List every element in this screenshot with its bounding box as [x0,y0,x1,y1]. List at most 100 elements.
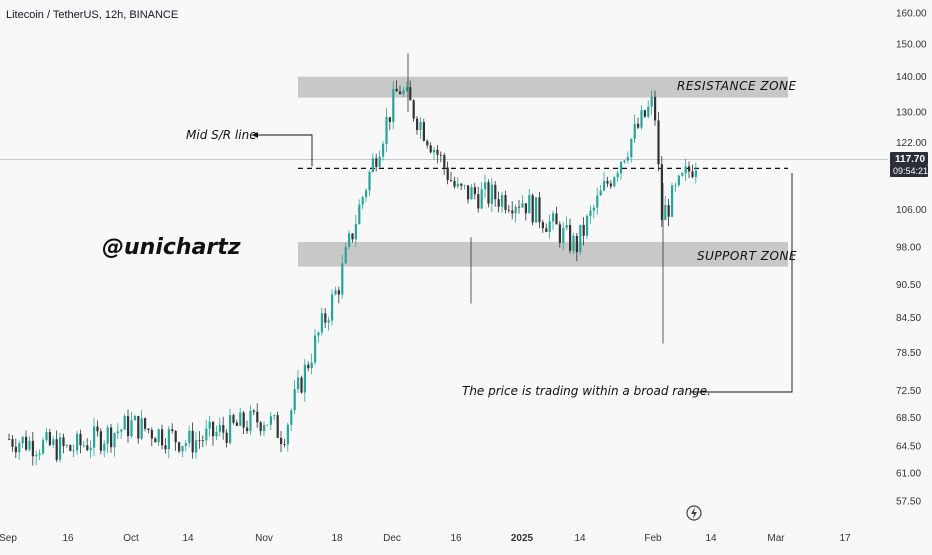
candle-body [484,182,487,190]
candle-body [55,439,58,460]
candle-body [38,453,41,455]
candle-body [76,433,79,451]
replay-icon[interactable] [686,505,702,521]
time-axis[interactable]: Sep 16 Oct 14 Nov 18 Dec 16 2025 14 Feb 14 Mar 17 [0,533,851,544]
candle-body [212,421,215,437]
candle-body [620,162,623,174]
candle-body [161,429,164,446]
price-tag: 117.70 09:54:21 [890,152,928,177]
candle-body [507,209,510,211]
candle-body [630,139,633,158]
candle-body [392,88,395,122]
candle-body [232,415,235,423]
countdown: 09:54:21 [893,166,928,176]
candle-body [137,416,140,439]
candle-body [361,197,364,205]
candle-body [429,145,432,153]
candle-body [208,421,211,429]
candle-body [375,158,378,167]
candle-body [470,187,473,200]
candle-body [65,445,68,446]
candle-body [582,224,585,236]
candle-body [229,415,232,444]
candle-body [402,90,405,95]
candle-body [300,377,303,393]
time-tick-label: 17 [839,533,851,544]
candle-body [239,412,242,426]
zones-layer [298,76,788,267]
time-tick-label: 18 [331,533,343,544]
candle-body [334,290,337,295]
candle-body [528,195,531,214]
candle-body [365,190,368,198]
candle-body [154,438,157,443]
candle-body [562,227,565,243]
candle-body [395,88,398,92]
candle-body [569,224,572,251]
candle-body [531,195,534,223]
price-tick-label: 98.00 [896,242,921,253]
candle-body [235,422,238,426]
candle-body [266,424,269,426]
candle-body [555,213,558,225]
time-tick-label: 2025 [511,533,534,544]
candle-body [86,445,89,451]
price-axis[interactable]: 160.00 150.00 140.00 130.00 122.00 106.00 98.0… [896,9,927,508]
candle-body [518,206,521,208]
candle-body [184,443,187,447]
candle-body [358,204,361,225]
candle-body [269,416,272,425]
price-tick-label: 122.00 [896,138,927,149]
candle-body [657,120,660,165]
candle-body [113,433,116,448]
candle-body [596,195,599,208]
candle-body [504,195,507,210]
candle-body [188,430,191,444]
candle-body [259,422,262,431]
candle-body [21,436,24,444]
candle-body [453,180,456,187]
candle-body [331,294,334,321]
price-tick-label: 72.50 [896,386,921,397]
candle-body [35,454,38,457]
candle-body [633,123,636,140]
candle-body [327,320,330,323]
price-tick-label: 150.00 [896,39,927,50]
time-tick-label: 16 [62,533,74,544]
candle-body [467,185,470,200]
price-tick-label: 57.50 [896,497,921,508]
candle-body [276,415,279,438]
candle-body [691,171,694,177]
candle-body [382,143,385,157]
price-tick-label: 78.50 [896,348,921,359]
candle-body [303,364,306,393]
candle-body [324,313,327,323]
candle-body [616,173,619,178]
price-tick-label: 84.50 [896,313,921,324]
candle-body [337,290,340,295]
candle-body [545,228,548,232]
candle-body [89,447,92,451]
time-tick-label: 14 [705,533,717,544]
candle-body [133,416,136,421]
time-tick-label: Dec [383,533,401,544]
candle-body [354,224,357,240]
candle-body [174,430,177,443]
candle-body [480,189,483,209]
candle-body [371,158,374,172]
candle-body [487,182,490,204]
price-tick-label: 61.00 [896,468,921,479]
candle-body [677,175,680,186]
candle-body [82,445,85,447]
candle-body [256,411,259,423]
candle-body [283,444,286,445]
candle-body [497,199,500,207]
candle-body [416,118,419,130]
price-tick-label: 160.00 [896,9,927,20]
candle-body [694,170,697,177]
price-tick-label: 90.50 [896,280,921,291]
candle-body [688,166,691,172]
candle-body [99,431,102,451]
candle-body [603,181,606,191]
candle-body [225,432,228,444]
